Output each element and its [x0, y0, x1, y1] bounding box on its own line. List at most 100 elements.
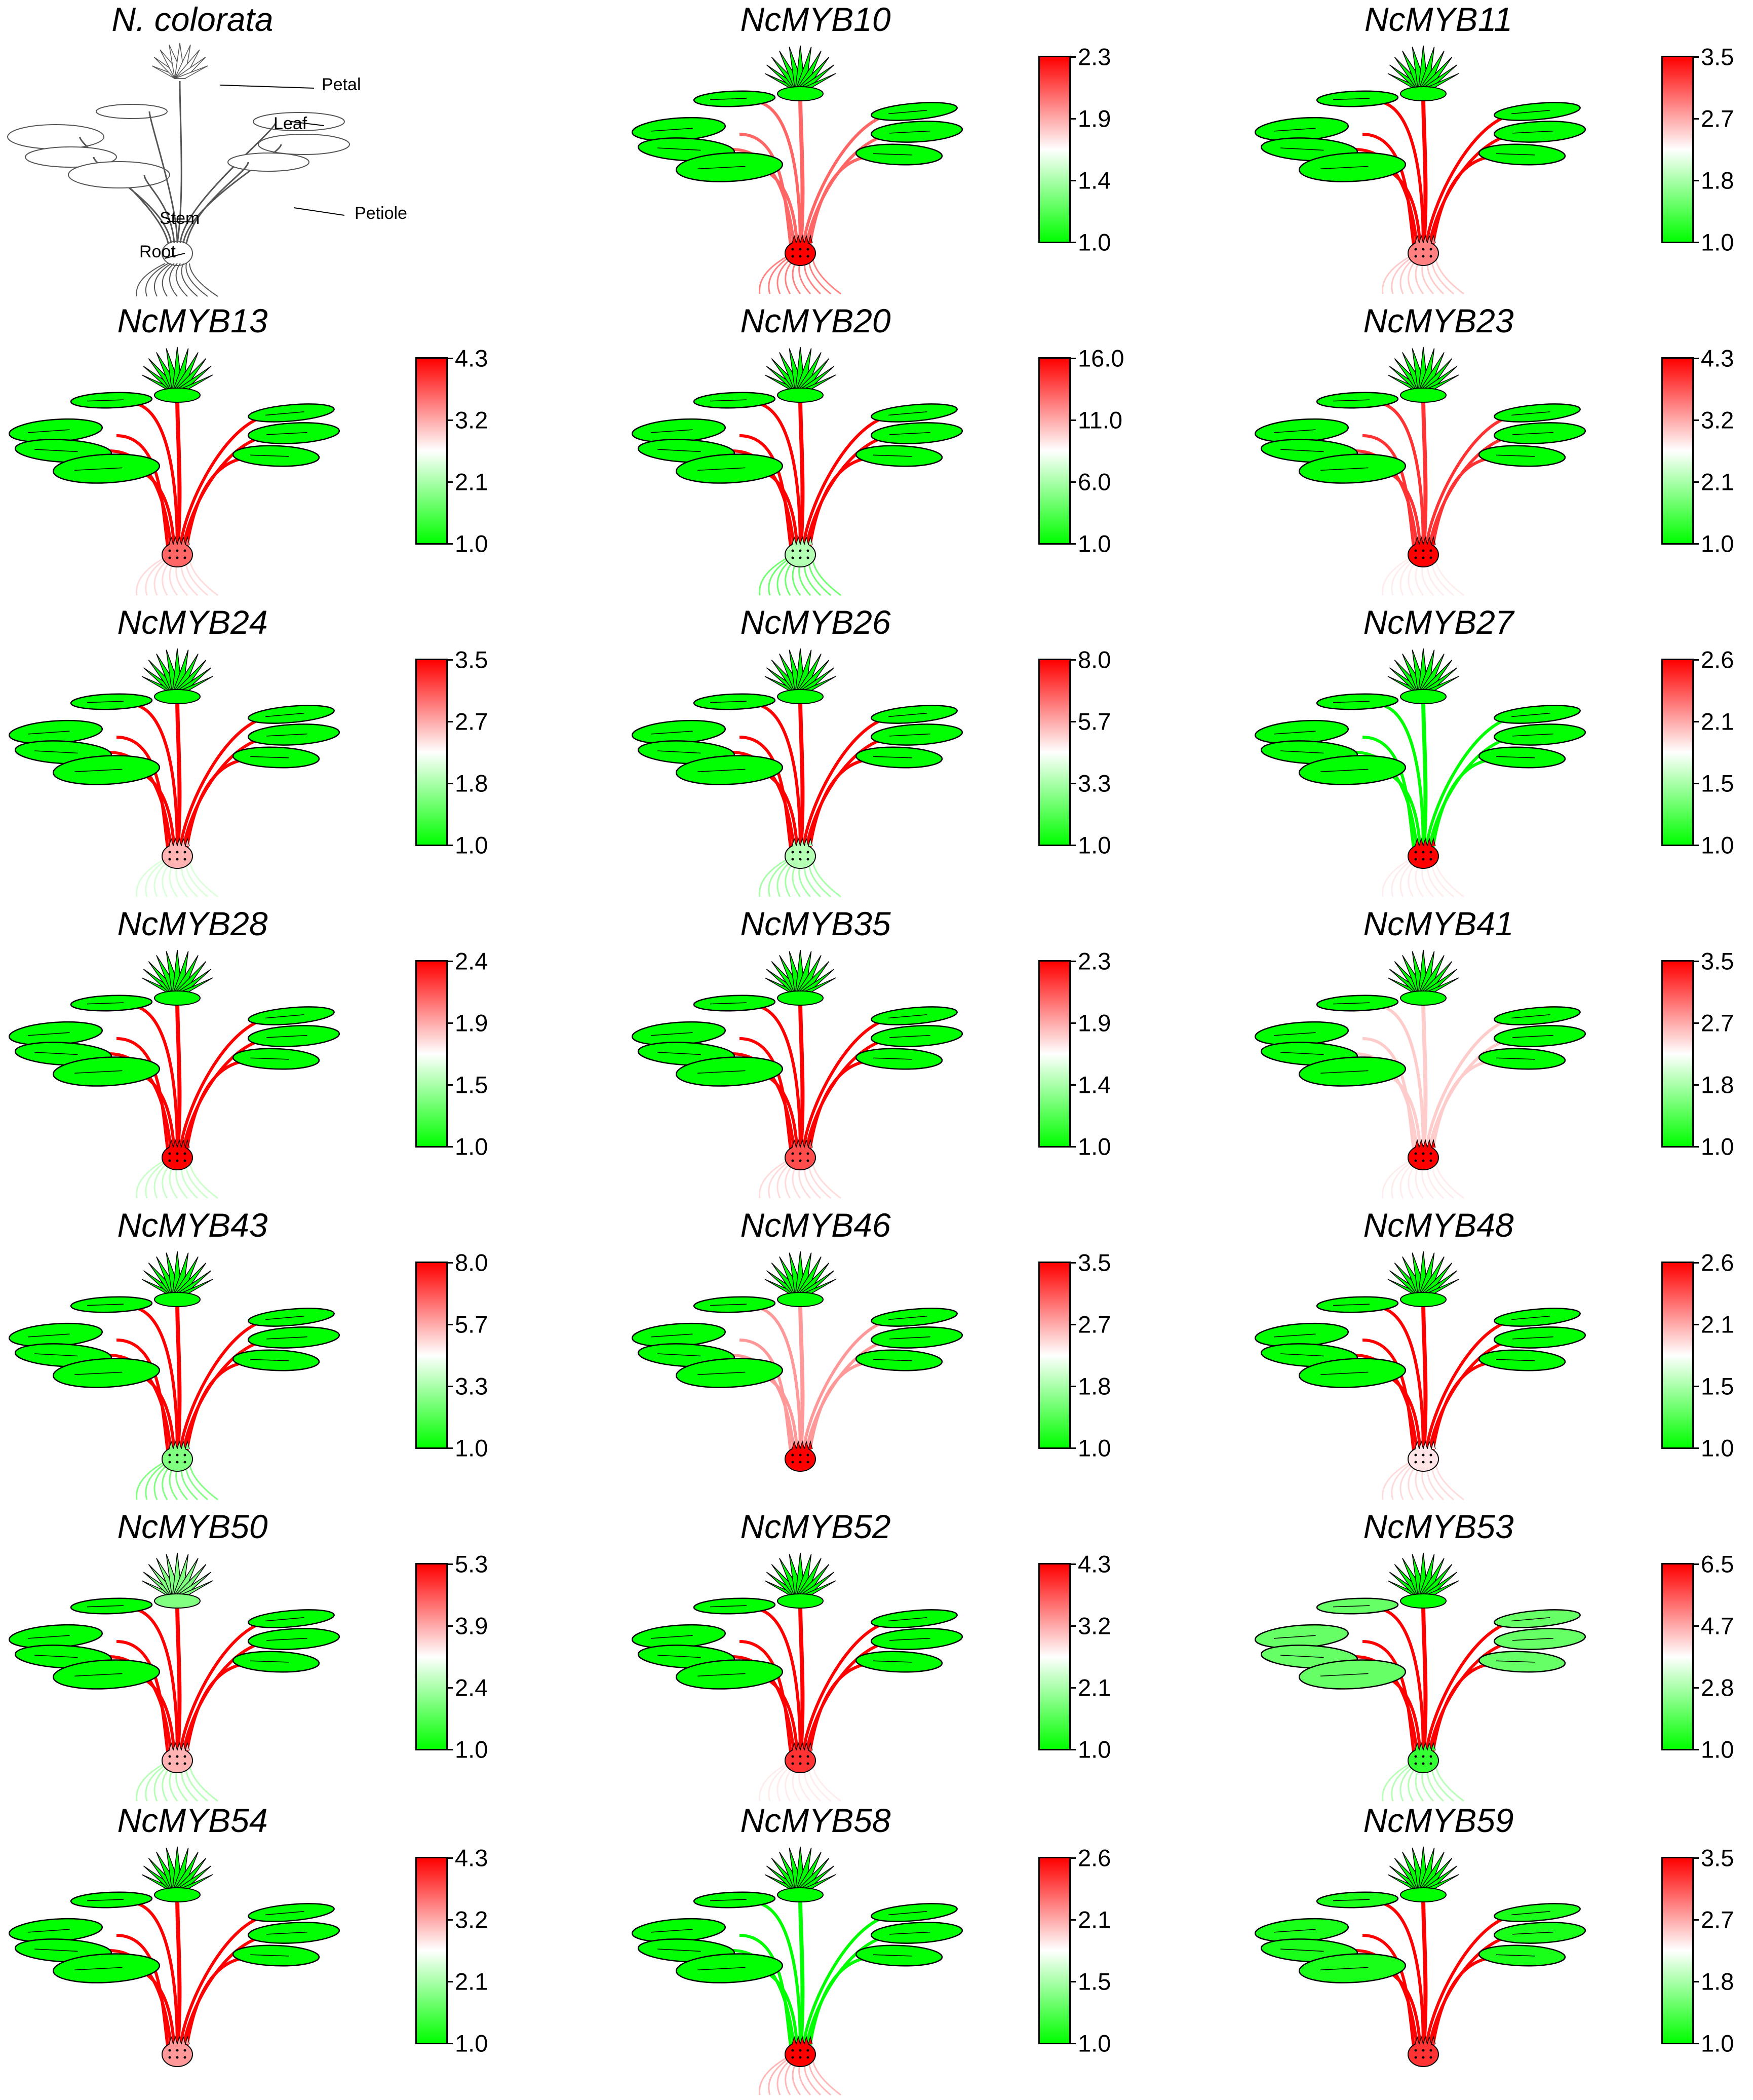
- scale-tick-mark: [1071, 721, 1076, 722]
- root-line: [768, 1159, 792, 1199]
- stem-dot: [183, 2056, 186, 2059]
- petiole-line: [808, 1662, 877, 1756]
- stem-dot: [1414, 858, 1417, 861]
- color-scale-bar: [1661, 1857, 1694, 2044]
- ref-leaf: [96, 104, 168, 119]
- color-scale-bar: [1038, 960, 1071, 1148]
- leaf: [248, 1609, 335, 1628]
- stem-dot: [799, 1762, 802, 1765]
- stem-bud: [173, 1138, 178, 1148]
- stem-dot: [806, 1755, 809, 1758]
- scale-tick-mark: [1694, 543, 1699, 545]
- scale-tick-label: 2.7: [455, 708, 488, 735]
- leaf-vein: [87, 399, 124, 402]
- leaf-vein: [1511, 713, 1550, 717]
- stem-dot: [791, 1152, 794, 1155]
- flower: [1387, 1552, 1459, 1609]
- expression-plant: [1254, 45, 1586, 295]
- stem-dot: [168, 2056, 171, 2059]
- stem-dot: [1414, 1159, 1417, 1162]
- stem-body: [785, 1748, 816, 1773]
- leaf-vein: [74, 1371, 123, 1376]
- stem-bud: [181, 1440, 186, 1449]
- scale-tick-mark: [1694, 1857, 1699, 1859]
- stem-dot: [1429, 1159, 1432, 1162]
- leaf: [871, 1308, 958, 1327]
- leaf: [871, 1609, 958, 1628]
- stem-dot: [1429, 1461, 1432, 1464]
- scale-tick-label: 3.5: [1701, 1844, 1734, 1872]
- scale-tick-mark: [1071, 1563, 1076, 1565]
- leaf-vein: [1333, 1899, 1370, 1901]
- leaf-vein: [250, 1660, 289, 1663]
- leaf: [70, 1597, 153, 1615]
- scale-tick-label: 2.6: [1078, 1844, 1111, 1872]
- scale-tick-mark: [1071, 1687, 1076, 1689]
- leaf: [8, 418, 103, 443]
- leaves: [631, 1597, 963, 1690]
- leaf: [1298, 755, 1407, 785]
- gene-panel: NcMYB35 2.3 1.9 1.4 1.0: [631, 904, 1216, 1203]
- scale-tick-mark: [448, 1857, 453, 1859]
- scale-tick-mark: [448, 1625, 453, 1627]
- leaf-vein: [1512, 1931, 1554, 1935]
- stem-bud: [1415, 1741, 1420, 1751]
- leaf: [248, 403, 335, 423]
- scale-tick-label: 1.5: [1078, 1968, 1111, 1995]
- leaf: [1493, 723, 1586, 746]
- leaves: [631, 1296, 963, 1388]
- stem-dot: [1414, 1152, 1417, 1155]
- scale-tick-mark: [448, 1324, 453, 1325]
- petiole-line: [739, 1934, 793, 2050]
- scale-tick-mark: [448, 721, 453, 722]
- leaf: [1316, 1296, 1399, 1313]
- root-line: [188, 1160, 218, 1199]
- scale-tick-mark: [1071, 1625, 1076, 1627]
- scale-tick-label: 1.8: [1701, 1968, 1734, 1995]
- stem-bud: [804, 536, 809, 545]
- stem-dot: [791, 556, 794, 559]
- stem-dot: [791, 1755, 794, 1758]
- leaf-vein: [650, 1929, 693, 1933]
- scale-tick-mark: [1071, 1084, 1076, 1086]
- stem-dot: [183, 1159, 186, 1162]
- stem-dot: [183, 858, 186, 861]
- stem-dot: [799, 1159, 802, 1162]
- flower: [1387, 45, 1459, 101]
- leaf: [70, 1296, 153, 1313]
- stem-bud: [792, 2035, 797, 2045]
- root-line: [1434, 858, 1464, 898]
- scale-tick-label: 1.0: [1078, 1133, 1111, 1160]
- scale-tick-mark: [448, 1447, 453, 1449]
- leaf: [70, 995, 153, 1012]
- stem-bud: [1423, 1138, 1428, 1148]
- scale-tick-label: 1.5: [1701, 770, 1734, 797]
- leaf: [1316, 1597, 1399, 1615]
- scale-tick-mark: [1071, 845, 1076, 846]
- scale-tick-mark: [1071, 961, 1076, 962]
- flower-base: [1400, 990, 1447, 1006]
- stem-bud: [185, 1440, 190, 1449]
- stem-bud: [1431, 837, 1436, 847]
- leaf-vein: [888, 1911, 927, 1916]
- flower-base: [154, 689, 201, 704]
- scale-tick-mark: [1071, 1022, 1076, 1024]
- flower-stalk: [1421, 699, 1428, 852]
- leaf-vein: [34, 750, 78, 754]
- stem-bud: [1427, 536, 1432, 545]
- scale-tick-label: 2.1: [1701, 708, 1734, 735]
- expression-plant: [631, 347, 963, 596]
- leaf: [232, 1349, 320, 1371]
- stem-body: [1408, 542, 1439, 567]
- gene-title: NcMYB23: [1363, 302, 1514, 339]
- stem-bud: [1423, 1440, 1428, 1449]
- root-line: [768, 2056, 792, 2095]
- scale-tick-label: 11.0: [1078, 406, 1122, 434]
- scale-tick-mark: [1694, 1386, 1699, 1387]
- stem-dot: [806, 2056, 809, 2059]
- leaves: [1254, 1597, 1586, 1690]
- flower-base: [154, 388, 201, 403]
- scale-tick-label: 3.5: [455, 646, 488, 673]
- ref-petiole: [179, 121, 277, 244]
- leaf: [70, 392, 153, 409]
